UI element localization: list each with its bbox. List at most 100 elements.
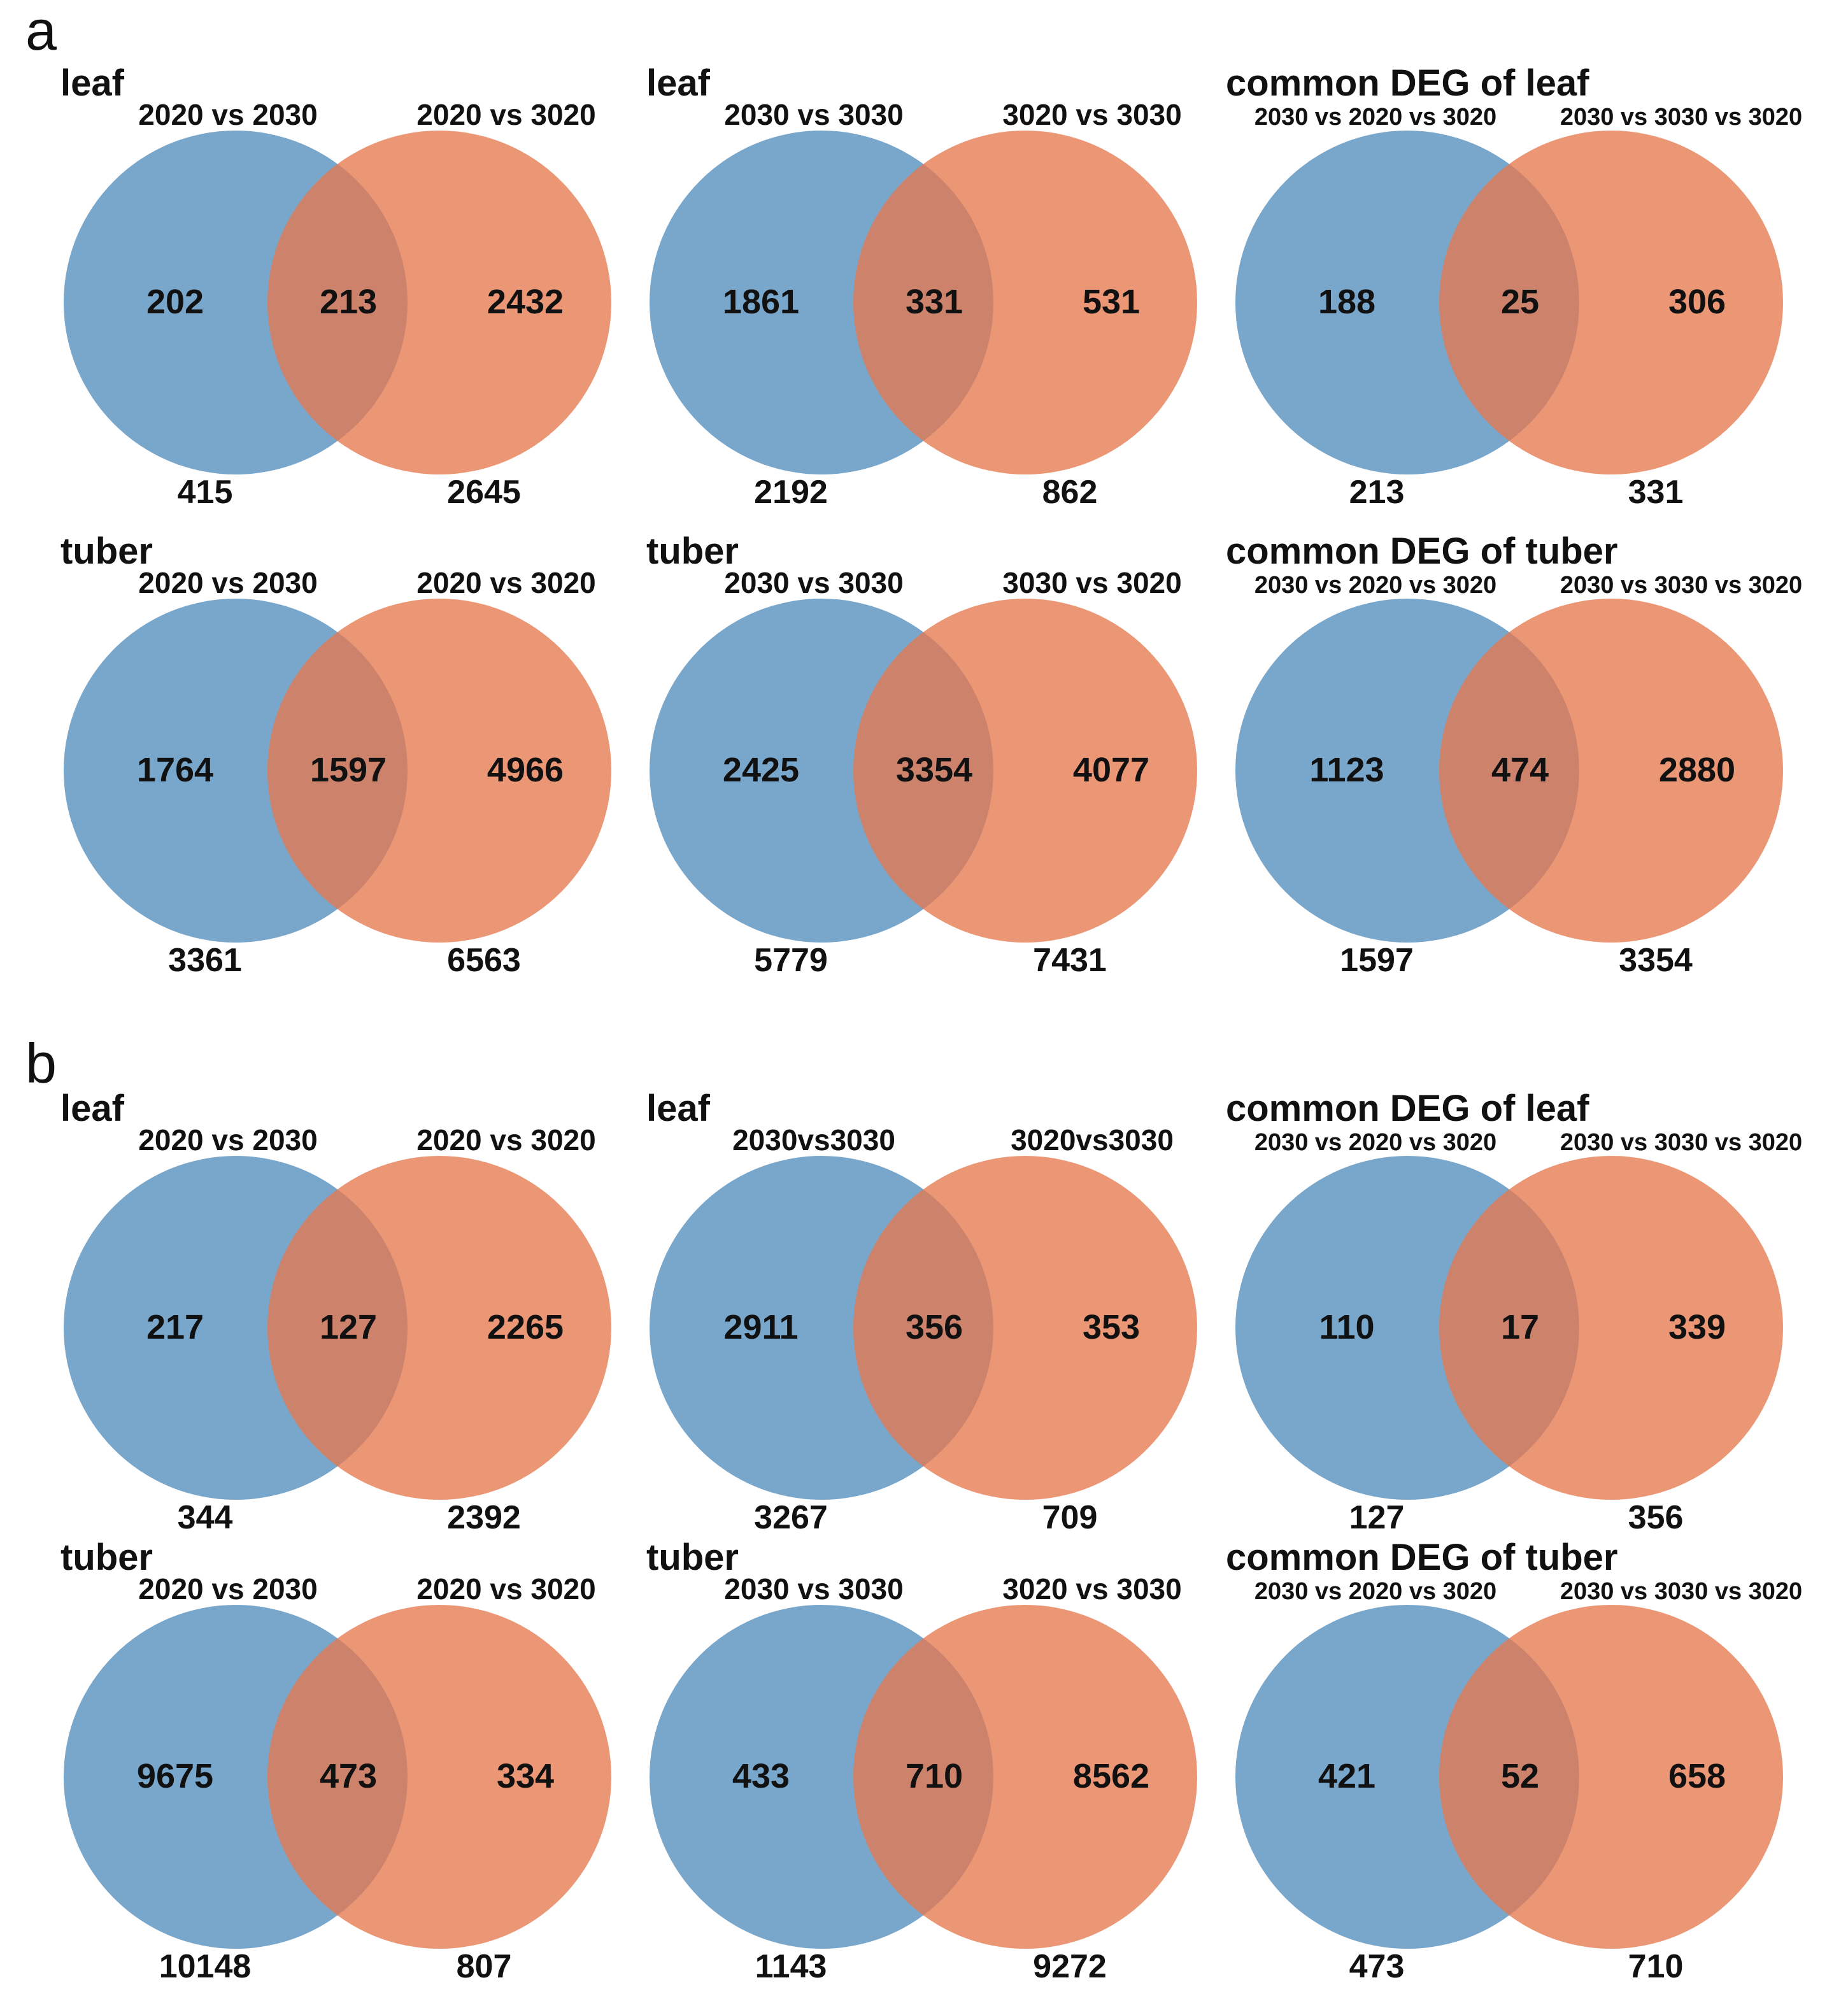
overlap-count: 356: [906, 1308, 963, 1346]
right-set-label: 2030 vs 3030 vs 3020: [1560, 572, 1802, 599]
right-only-count: 353: [1083, 1308, 1140, 1346]
venn-grid: leaf 2020 vs 2030 2020 vs 3020 202 213 2432 41…: [60, 62, 1802, 1985]
overlap-count: 25: [1501, 283, 1539, 321]
right-set-label: 2020 vs 3020: [416, 98, 595, 131]
right-set-circle: [1439, 131, 1783, 474]
overlap-count: 127: [320, 1308, 377, 1346]
left-set-label: 2030 vs 2020 vs 3020: [1255, 1129, 1496, 1156]
right-set-label: 2030 vs 3030 vs 3020: [1560, 1578, 1802, 1605]
right-only-count: 531: [1083, 283, 1140, 321]
right-set-circle: [267, 1605, 611, 1949]
venn-b-1-1: leaf 2020 vs 2030 2020 vs 3020 217 127 2265 34…: [60, 1088, 611, 1536]
venn-a-1-2: leaf 2030 vs 3030 3020 vs 3030 1861 331 531 21…: [646, 62, 1197, 511]
right-set-circle: [853, 1605, 1197, 1949]
venn-title: leaf: [646, 62, 711, 104]
overlap-count: 473: [320, 1757, 377, 1795]
overlap-count: 52: [1501, 1757, 1539, 1795]
left-only-count: 1764: [137, 751, 213, 789]
left-set-label: 2020 vs 2030: [138, 1572, 317, 1606]
right-set-circle: [1439, 1605, 1783, 1949]
right-set-circle: [1439, 599, 1783, 943]
venn-a-1-1: leaf 2020 vs 2030 2020 vs 3020 202 213 2432 41…: [60, 62, 611, 511]
right-only-count: 339: [1668, 1308, 1726, 1346]
right-only-count: 2432: [487, 283, 564, 321]
left-set-label: 2030 vs 2020 vs 3020: [1255, 104, 1496, 131]
right-only-count: 658: [1668, 1757, 1726, 1795]
left-set-label: 2020 vs 2030: [138, 1123, 317, 1157]
venn-title: common DEG of leaf: [1226, 1088, 1589, 1129]
left-only-count: 2911: [723, 1308, 798, 1346]
right-total-count: 2392: [447, 1499, 521, 1536]
right-total-count: 7431: [1033, 942, 1107, 979]
left-total-count: 1143: [755, 1948, 827, 1985]
right-total-count: 6563: [447, 942, 521, 979]
venn-title: tuber: [646, 1537, 739, 1578]
venn-title: leaf: [646, 1088, 711, 1129]
left-only-count: 421: [1318, 1757, 1375, 1795]
right-only-count: 306: [1668, 283, 1726, 321]
right-set-circle: [1439, 1156, 1783, 1500]
left-total-count: 3361: [168, 942, 242, 979]
right-total-count: 2645: [447, 474, 521, 511]
right-set-label: 3020 vs 3030: [1002, 1572, 1181, 1606]
left-only-count: 110: [1319, 1308, 1374, 1346]
right-only-count: 4077: [1073, 751, 1149, 789]
right-set-circle: [853, 599, 1197, 943]
overlap-count: 213: [320, 283, 377, 321]
overlap-count: 1597: [310, 751, 387, 789]
left-total-count: 1597: [1340, 942, 1414, 979]
right-set-circle: [267, 599, 611, 943]
right-total-count: 3354: [1619, 942, 1693, 979]
overlap-count: 474: [1491, 751, 1549, 789]
left-total-count: 213: [1349, 474, 1405, 511]
right-set-label: 2020 vs 3020: [416, 566, 595, 599]
right-set-label: 2020 vs 3020: [416, 1123, 595, 1157]
left-set-label: 2030 vs 2020 vs 3020: [1255, 1578, 1496, 1605]
venn-title: tuber: [60, 1537, 153, 1578]
right-set-label: 2030 vs 3030 vs 3020: [1560, 1129, 1802, 1156]
left-only-count: 433: [732, 1757, 790, 1795]
right-only-count: 2265: [487, 1308, 564, 1346]
left-only-count: 2425: [723, 751, 799, 789]
overlap-count: 3354: [896, 751, 972, 789]
left-only-count: 188: [1318, 283, 1375, 321]
right-set-label: 2030 vs 3030 vs 3020: [1560, 104, 1802, 131]
venn-title: leaf: [60, 62, 125, 104]
right-total-count: 331: [1628, 474, 1684, 511]
left-total-count: 415: [178, 474, 233, 511]
left-total-count: 2192: [754, 474, 828, 511]
left-only-count: 217: [146, 1308, 204, 1346]
left-set-label: 2030 vs 3030: [724, 1572, 903, 1606]
panel-letter-b: b: [25, 1032, 57, 1095]
right-set-circle: [853, 1156, 1197, 1500]
right-total-count: 9272: [1033, 1948, 1107, 1985]
right-total-count: 356: [1628, 1499, 1684, 1536]
left-set-label: 2020 vs 2030: [138, 98, 317, 131]
venn-title: tuber: [646, 530, 739, 572]
left-total-count: 5779: [754, 942, 828, 979]
left-total-count: 127: [1349, 1499, 1405, 1536]
left-set-label: 2030 vs 3030: [724, 98, 903, 131]
left-only-count: 202: [146, 283, 204, 321]
right-only-count: 4966: [487, 751, 564, 789]
right-set-label: 2020 vs 3020: [416, 1572, 595, 1606]
left-only-count: 1123: [1309, 751, 1384, 789]
left-only-count: 9675: [137, 1757, 213, 1795]
venn-title: tuber: [60, 530, 153, 572]
overlap-count: 710: [906, 1757, 963, 1795]
left-total-count: 473: [1349, 1948, 1405, 1985]
overlap-count: 331: [906, 283, 963, 321]
right-only-count: 2880: [1659, 751, 1735, 789]
venn-title: common DEG of leaf: [1226, 62, 1589, 104]
right-total-count: 709: [1042, 1499, 1098, 1536]
venn-b-1-2: leaf 2030vs3030 3020vs3030 2911 356 353 3267 70…: [646, 1088, 1197, 1536]
